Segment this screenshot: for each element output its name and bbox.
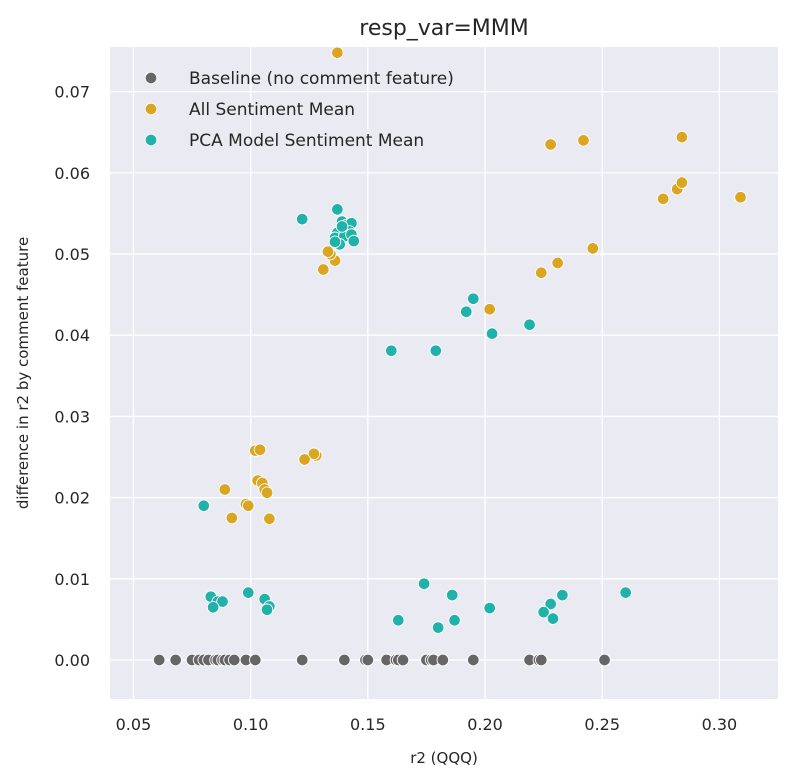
data-point bbox=[436, 653, 450, 667]
data-point bbox=[295, 653, 309, 667]
x-tick-label: 0.10 bbox=[233, 715, 269, 734]
y-axis-label: difference in r2 by comment feature bbox=[14, 237, 32, 509]
data-point bbox=[734, 190, 747, 204]
data-point bbox=[260, 486, 274, 500]
data-point bbox=[483, 601, 496, 615]
data-point bbox=[347, 234, 361, 248]
data-point bbox=[249, 653, 262, 667]
data-point bbox=[577, 134, 590, 147]
data-point bbox=[392, 613, 405, 627]
data-point bbox=[544, 597, 557, 611]
y-tick-label: 0.07 bbox=[54, 83, 90, 102]
series-0 bbox=[152, 653, 611, 667]
data-point bbox=[260, 603, 274, 616]
data-point bbox=[152, 653, 166, 667]
chart-title: resp_var=MMM bbox=[359, 16, 528, 41]
x-tick-label: 0.05 bbox=[116, 715, 152, 734]
data-point bbox=[586, 242, 600, 255]
data-point bbox=[619, 586, 632, 599]
data-point bbox=[263, 512, 276, 525]
data-point bbox=[467, 653, 480, 667]
data-point bbox=[535, 266, 548, 279]
legend-label: PCA Model Sentiment Mean bbox=[189, 131, 424, 151]
x-tick-label: 0.25 bbox=[584, 715, 620, 734]
x-tick-labels: 0.05 0.10 0.15 0.20 0.25 0.30 bbox=[116, 715, 738, 734]
data-point bbox=[242, 499, 255, 513]
y-tick-label: 0.01 bbox=[54, 570, 90, 589]
grid-lines bbox=[110, 47, 778, 699]
y-tick-label: 0.06 bbox=[54, 164, 90, 183]
data-point bbox=[656, 192, 670, 206]
data-points bbox=[152, 46, 747, 667]
data-point bbox=[331, 46, 344, 59]
data-point bbox=[537, 605, 550, 619]
legend-marker bbox=[144, 71, 158, 85]
data-point bbox=[295, 212, 309, 226]
data-point bbox=[227, 653, 241, 667]
data-point bbox=[307, 447, 321, 461]
data-point bbox=[317, 263, 330, 276]
data-point bbox=[429, 344, 443, 357]
legend: Baseline (no comment feature) All Sentime… bbox=[144, 69, 454, 151]
data-point bbox=[431, 621, 445, 634]
legend-marker bbox=[144, 102, 158, 116]
data-point bbox=[523, 318, 536, 331]
series-2 bbox=[197, 203, 632, 634]
data-point bbox=[338, 653, 351, 667]
data-point bbox=[483, 303, 496, 316]
data-point bbox=[253, 443, 267, 456]
data-point bbox=[460, 305, 473, 318]
x-axis-label: r2 (QQQ) bbox=[410, 749, 478, 767]
data-point bbox=[485, 327, 499, 340]
data-point bbox=[675, 176, 689, 189]
data-point bbox=[445, 588, 459, 602]
data-point bbox=[169, 653, 182, 667]
data-point bbox=[544, 138, 557, 151]
data-point bbox=[225, 511, 239, 525]
y-tick-label: 0.03 bbox=[54, 407, 90, 426]
data-point bbox=[675, 130, 689, 144]
plot-area bbox=[110, 47, 778, 699]
data-point bbox=[242, 586, 255, 599]
y-tick-label: 0.00 bbox=[54, 651, 90, 670]
legend-label: All Sentiment Mean bbox=[189, 100, 355, 120]
data-point bbox=[535, 653, 548, 667]
y-tick-label: 0.04 bbox=[54, 326, 90, 345]
data-point bbox=[556, 588, 569, 602]
y-tick-label: 0.05 bbox=[54, 245, 90, 264]
data-point bbox=[321, 245, 335, 258]
data-point bbox=[598, 653, 611, 667]
data-point bbox=[335, 220, 349, 233]
data-point bbox=[546, 612, 560, 625]
series-1 bbox=[218, 46, 747, 525]
x-tick-label: 0.30 bbox=[702, 715, 738, 734]
data-point bbox=[218, 483, 232, 496]
legend-label: Baseline (no comment feature) bbox=[189, 69, 454, 89]
data-point bbox=[467, 292, 480, 305]
y-tick-label: 0.02 bbox=[54, 489, 90, 508]
data-point bbox=[331, 203, 344, 216]
data-point bbox=[361, 653, 375, 667]
data-point bbox=[396, 653, 410, 667]
legend-marker bbox=[144, 133, 158, 147]
x-tick-label: 0.20 bbox=[467, 715, 503, 734]
data-point bbox=[385, 344, 398, 357]
data-point bbox=[551, 256, 564, 270]
y-tick-labels: 0.00 0.01 0.02 0.03 0.04 0.05 0.06 0.07 bbox=[54, 83, 90, 670]
data-point bbox=[216, 595, 229, 608]
data-point bbox=[328, 235, 342, 249]
data-point bbox=[298, 453, 311, 466]
data-point bbox=[197, 499, 211, 513]
data-point bbox=[417, 577, 431, 590]
data-point bbox=[206, 600, 220, 614]
data-point bbox=[448, 613, 461, 627]
x-tick-label: 0.15 bbox=[350, 715, 386, 734]
